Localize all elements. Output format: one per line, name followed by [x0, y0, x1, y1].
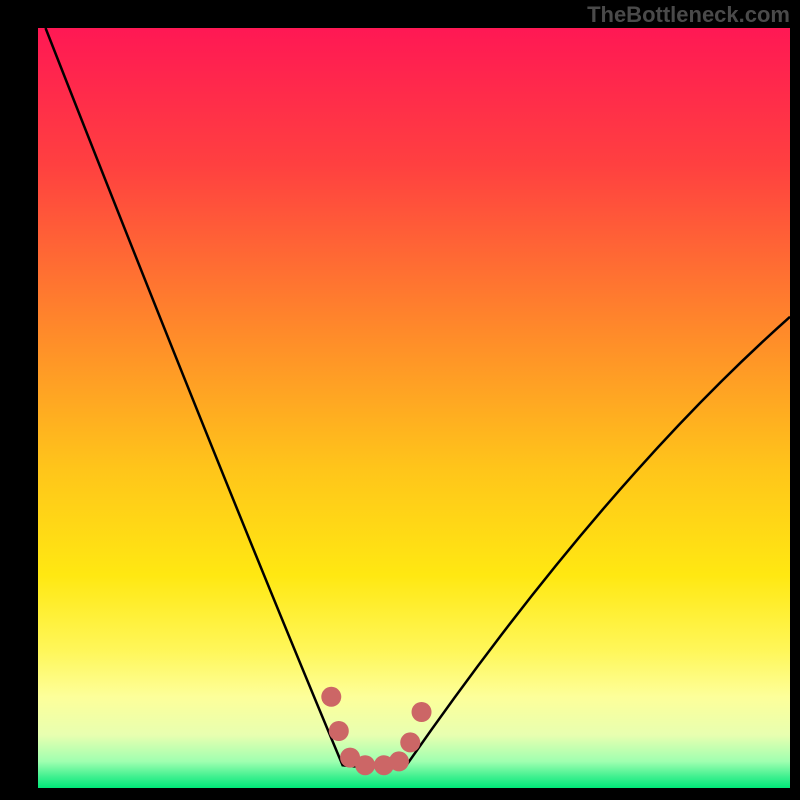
- marker-point: [389, 751, 409, 771]
- marker-point: [321, 687, 341, 707]
- marker-point: [329, 721, 349, 741]
- watermark-text: TheBottleneck.com: [587, 2, 790, 28]
- marker-point: [400, 732, 420, 752]
- marker-point: [355, 755, 375, 775]
- marker-point: [412, 702, 432, 722]
- chart-plot-area: [38, 28, 790, 788]
- chart-background: [38, 28, 790, 788]
- chart-outer-frame: TheBottleneck.com: [0, 0, 800, 800]
- chart-svg: [38, 28, 790, 788]
